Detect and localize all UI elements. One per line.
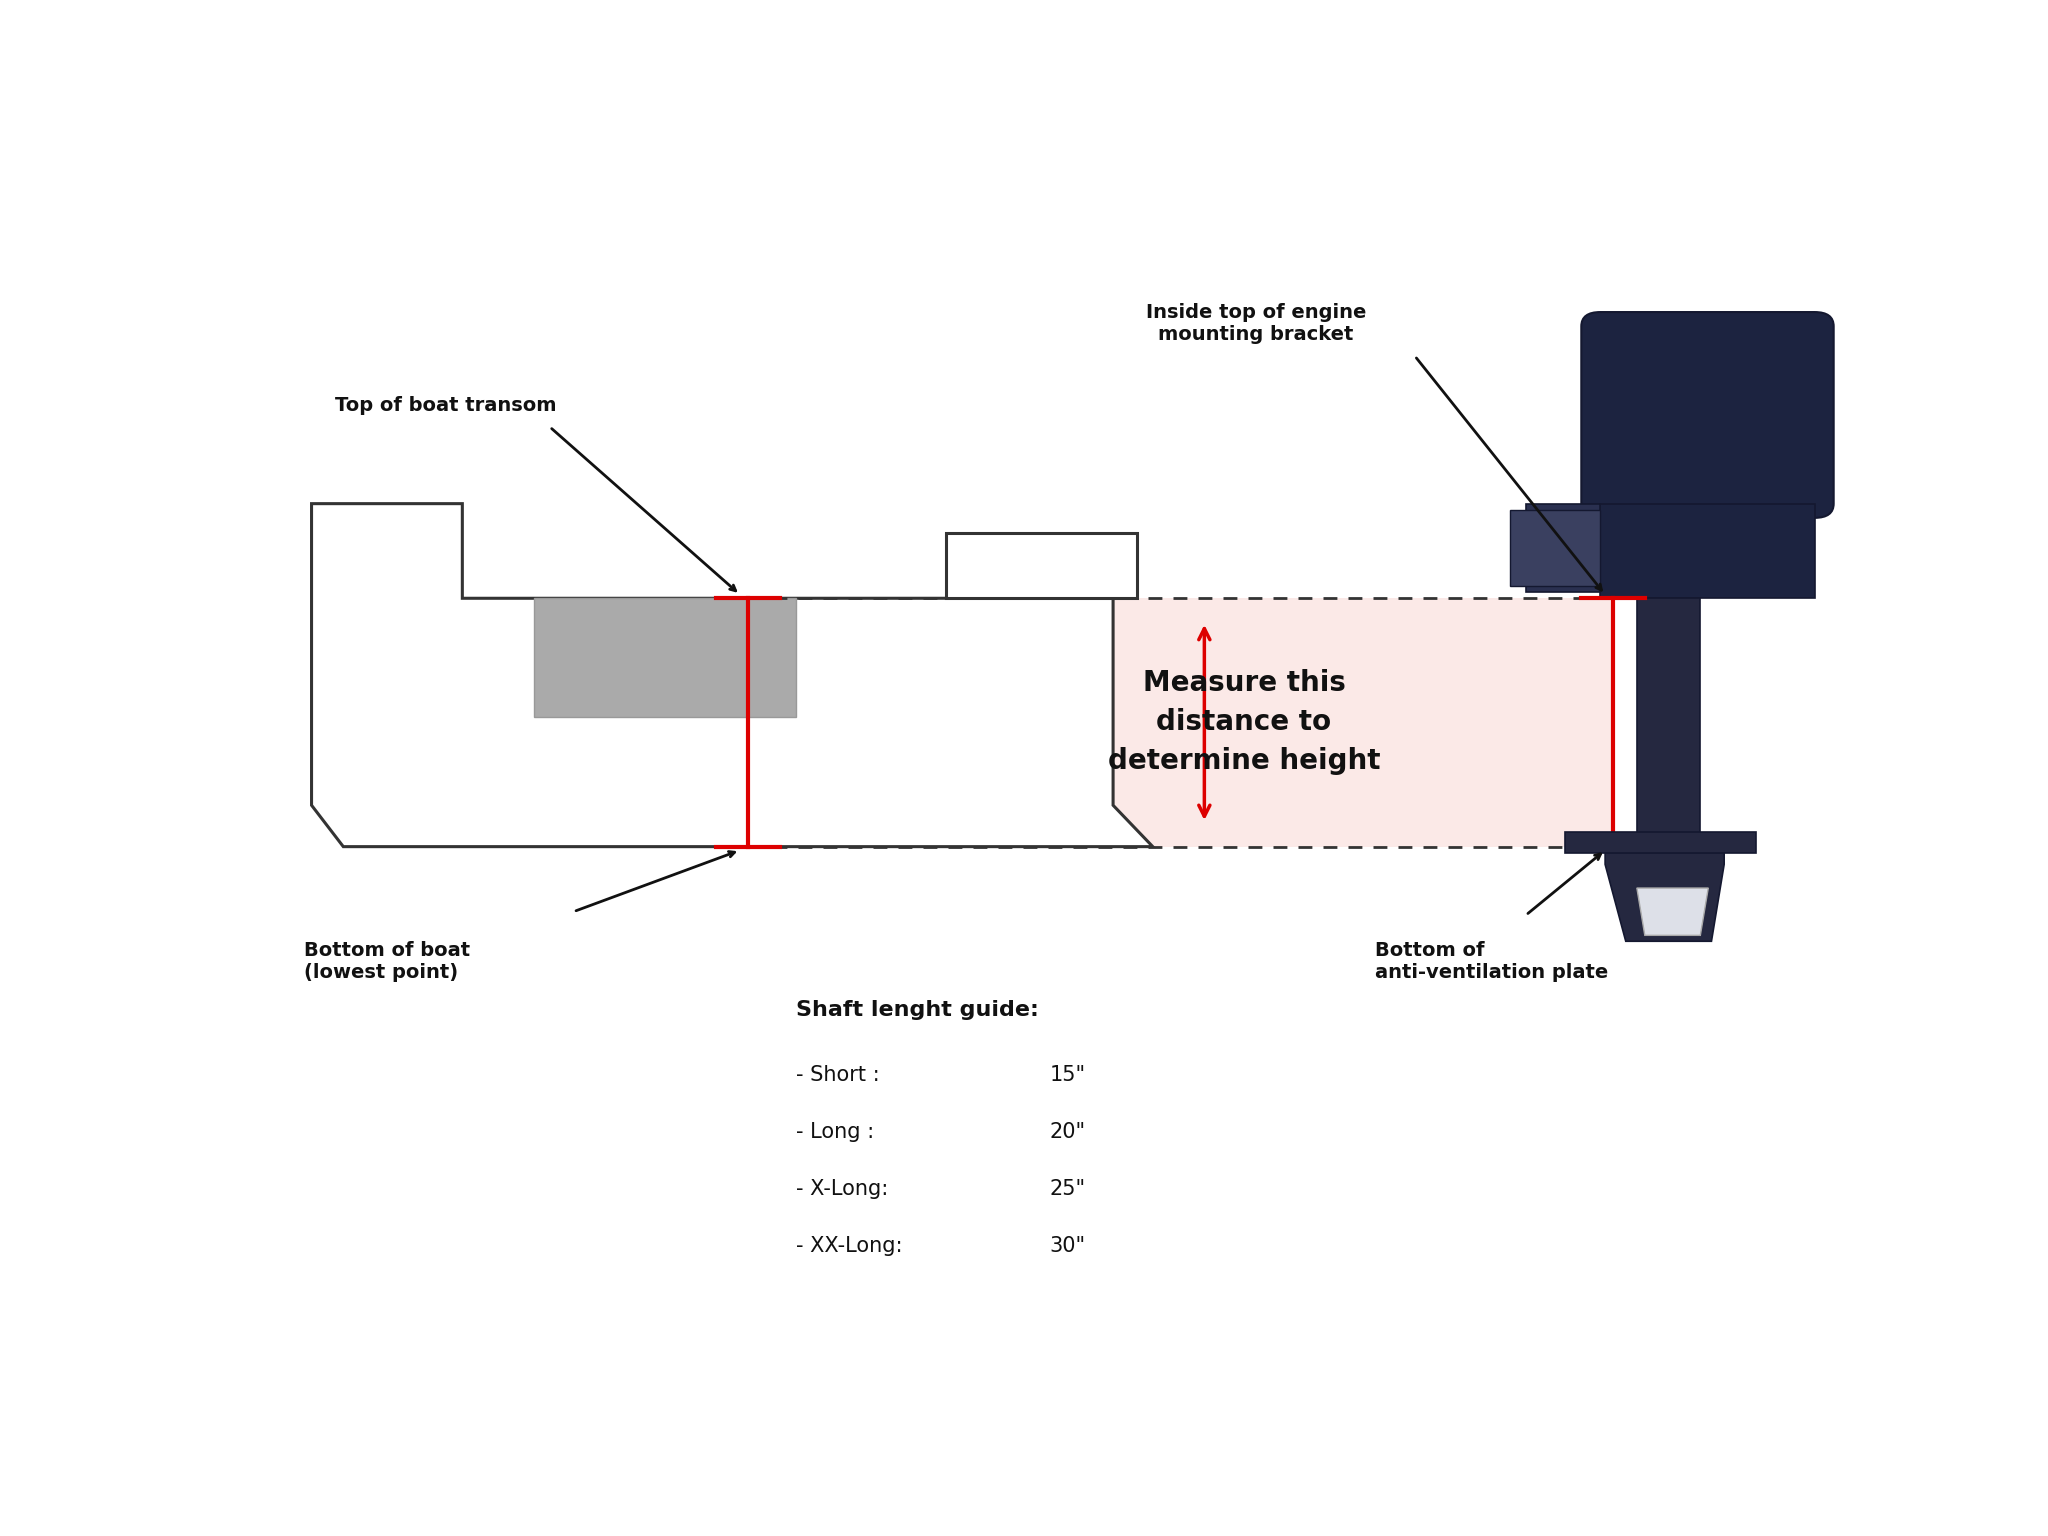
Polygon shape [535,598,795,717]
Polygon shape [1526,504,1599,593]
Text: - XX-Long:: - XX-Long: [795,1236,903,1256]
Text: - Short :: - Short : [795,1066,879,1086]
Text: Bottom of
anti-ventilation plate: Bottom of anti-ventilation plate [1374,942,1608,982]
Text: 15": 15" [1051,1066,1085,1086]
Polygon shape [748,598,1153,846]
Text: 20": 20" [1051,1123,1085,1143]
Text: Shaft lenght guide:: Shaft lenght guide: [795,1000,1038,1020]
Polygon shape [1606,852,1724,942]
FancyBboxPatch shape [1581,312,1833,518]
Text: 30": 30" [1051,1236,1085,1256]
Text: 25": 25" [1051,1180,1085,1200]
Polygon shape [748,598,1614,846]
Polygon shape [946,533,1137,598]
Polygon shape [1509,510,1599,587]
Text: Measure this
distance to
determine height: Measure this distance to determine heigh… [1108,670,1380,776]
Polygon shape [311,504,748,846]
Polygon shape [1599,504,1815,598]
Text: Bottom of boat
(lowest point): Bottom of boat (lowest point) [303,942,469,982]
Polygon shape [1565,833,1755,852]
Polygon shape [1636,598,1700,846]
Text: - X-Long:: - X-Long: [795,1180,889,1200]
Text: Top of boat transom: Top of boat transom [336,396,557,415]
Text: Inside top of engine
mounting bracket: Inside top of engine mounting bracket [1145,303,1366,344]
Text: - Long :: - Long : [795,1123,874,1143]
Polygon shape [1636,888,1708,935]
